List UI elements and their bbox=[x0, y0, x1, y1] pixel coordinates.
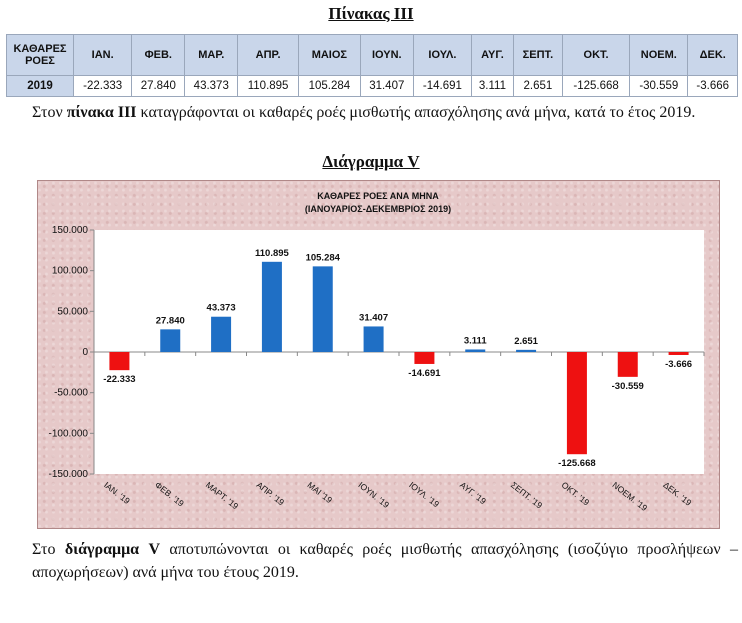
bar bbox=[363, 326, 384, 352]
month-header: ΙΟΥΛ. bbox=[412, 34, 473, 76]
table-row-header: ΚΑΘΑΡΕΣ ΡΟΕΣ bbox=[6, 34, 74, 76]
y-tick-label: 100.000 bbox=[52, 266, 89, 277]
y-tick-label: 50.000 bbox=[57, 306, 88, 317]
net-flows-table: ΚΑΘΑΡΕΣ ΡΟΕΣ ΙΑΝ. ΦΕΒ. ΜΑΡ. ΑΠΡ. ΜΑΙΟΣ Ι… bbox=[6, 34, 738, 97]
value-cell: 3.111 bbox=[471, 75, 514, 97]
description-text: καταγράφονται οι καθαρές ροές μισθωτής α… bbox=[136, 104, 696, 121]
data-label: -14.691 bbox=[408, 368, 441, 379]
data-label: 31.407 bbox=[359, 312, 388, 323]
month-header: ΟΚΤ. bbox=[561, 34, 631, 76]
value-cell: 31.407 bbox=[359, 75, 414, 97]
bar bbox=[261, 261, 282, 352]
bar bbox=[668, 352, 689, 355]
x-tick-label: ΣΕΠΤ. '19 bbox=[509, 480, 545, 511]
x-tick-label: ΙΟΥΛ. '19 bbox=[407, 480, 441, 510]
month-header: ΝΟΕΜ. bbox=[629, 34, 689, 76]
description-bold: πίνακα ΙΙΙ bbox=[66, 104, 137, 121]
x-tick-label: ΝΟΕΜ. '19 bbox=[611, 480, 650, 513]
x-tick-label: ΙΟΥΝ. '19 bbox=[356, 480, 391, 510]
bar bbox=[414, 352, 435, 364]
data-label: 2.651 bbox=[514, 336, 538, 347]
value-cell: -3.666 bbox=[687, 75, 738, 97]
description-text: Στον bbox=[32, 104, 67, 121]
x-tick-label: ΑΠΡ. '19 bbox=[255, 480, 287, 508]
bar bbox=[566, 352, 587, 455]
month-header: ΦΕΒ. bbox=[131, 34, 186, 76]
value-cell: -125.668 bbox=[561, 75, 631, 97]
chart-title: ΚΑΘΑΡΕΣ ΡΟΕΣ ΑΝΑ ΜΗΝΑ bbox=[317, 191, 439, 201]
y-tick-label: -100.000 bbox=[49, 428, 89, 439]
x-tick-label: ΟΚΤ. '19 bbox=[560, 480, 592, 508]
chart-subtitle: (ΙΑΝΟΥΑΡΙΟΣ-ΔΕΚΕΜΒΡΙΟΣ 2019) bbox=[305, 204, 451, 214]
chart-area: ΚΑΘΑΡΕΣ ΡΟΕΣ ΑΝΑ ΜΗΝΑ (ΙΑΝΟΥΑΡΙΟΣ-ΔΕΚΕΜΒ… bbox=[37, 180, 720, 529]
table-header-row: ΚΑΘΑΡΕΣ ΡΟΕΣ ΙΑΝ. ΦΕΒ. ΜΑΡ. ΑΠΡ. ΜΑΙΟΣ Ι… bbox=[6, 34, 738, 76]
bar bbox=[617, 352, 638, 377]
value-cell: -30.559 bbox=[629, 75, 689, 97]
diagram-description: Στο διάγραμμα V αποτυπώνονται οι καθαρές… bbox=[32, 538, 738, 584]
data-label: 43.373 bbox=[207, 303, 236, 314]
value-cell: 110.895 bbox=[237, 75, 299, 97]
month-header: ΜΑΙΟΣ bbox=[297, 34, 361, 76]
x-tick-label: ΜΑΙ '19 bbox=[306, 480, 335, 506]
month-header: ΙΟΥΝ. bbox=[359, 34, 414, 76]
bar bbox=[312, 266, 333, 352]
description-text: Στο bbox=[32, 541, 65, 558]
data-label: -125.668 bbox=[558, 458, 596, 469]
value-cell: 2.651 bbox=[512, 75, 564, 97]
month-header: ΑΥΓ. bbox=[471, 34, 514, 76]
y-tick-label: -150.000 bbox=[49, 469, 89, 480]
month-header: ΙΑΝ. bbox=[72, 34, 133, 76]
month-header: ΣΕΠΤ. bbox=[512, 34, 564, 76]
plot-area: 150.000 100.000 50.000 0 -50.000 -100.000 -150… bbox=[49, 225, 705, 513]
value-cell: -14.691 bbox=[412, 75, 473, 97]
data-label: 3.111 bbox=[464, 335, 487, 346]
y-tick-label: -50.000 bbox=[54, 388, 88, 399]
y-tick-label: 150.000 bbox=[52, 225, 89, 236]
x-tick-label: ΑΥΓ. '19 bbox=[458, 480, 488, 507]
data-label: 27.840 bbox=[156, 315, 185, 326]
bar bbox=[211, 316, 232, 352]
data-label: -3.666 bbox=[665, 359, 692, 370]
table-title: Πίνακας ΙΙΙ bbox=[328, 4, 414, 23]
x-tick-label: ΙΑΝ. '19 bbox=[102, 480, 132, 506]
data-label: -22.333 bbox=[103, 374, 135, 385]
year-cell: 2019 bbox=[6, 75, 74, 97]
month-header: ΑΠΡ. bbox=[237, 34, 299, 76]
bar bbox=[160, 329, 181, 352]
x-tick-label: ΦΕΒ. '19 bbox=[153, 480, 186, 509]
diagram-title: Διάγραμμα V bbox=[322, 152, 420, 171]
value-cell: 27.840 bbox=[131, 75, 186, 97]
y-tick-label: 0 bbox=[82, 347, 88, 358]
data-label: 105.284 bbox=[306, 252, 341, 263]
value-cell: 105.284 bbox=[297, 75, 361, 97]
month-header: ΔΕΚ. bbox=[687, 34, 738, 76]
bar-chart: ΚΑΘΑΡΕΣ ΡΟΕΣ ΑΝΑ ΜΗΝΑ (ΙΑΝΟΥΑΡΙΟΣ-ΔΕΚΕΜΒ… bbox=[49, 191, 705, 513]
table-description: Στον πίνακα ΙΙΙ καταγράφονται οι καθαρές… bbox=[32, 101, 738, 124]
bar bbox=[109, 352, 130, 371]
value-cell: -22.333 bbox=[72, 75, 133, 97]
description-bold: διάγραμμα V bbox=[64, 541, 161, 558]
data-label: -30.559 bbox=[612, 381, 644, 392]
x-tick-label: ΔΕΚ. '19 bbox=[661, 480, 693, 508]
data-label: 110.895 bbox=[255, 248, 290, 259]
month-header: ΜΑΡ. bbox=[184, 34, 239, 76]
description-text: αποτυπώνονται οι καθαρές ροές μισθωτής α… bbox=[32, 541, 738, 581]
table-row: 2019 -22.333 27.840 43.373 110.895 105.2… bbox=[6, 75, 738, 97]
x-tick-label: ΜΑΡΤ. '19 bbox=[204, 480, 241, 512]
value-cell: 43.373 bbox=[184, 75, 239, 97]
bar bbox=[465, 349, 486, 352]
bar bbox=[516, 349, 537, 352]
